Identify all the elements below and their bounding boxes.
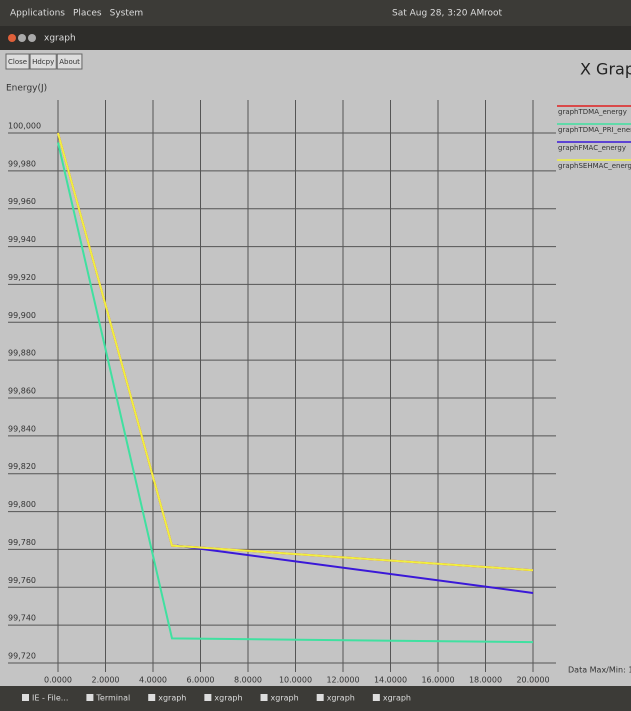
chart-title: X Graph — [580, 60, 631, 79]
task-icon — [372, 694, 380, 701]
x-tick-label: 10.0000 — [279, 676, 312, 685]
button[interactable] — [29, 53, 57, 70]
y-tick-label: 99,800 — [8, 500, 36, 509]
y-tick-label: 99,900 — [8, 311, 36, 320]
y-tick-label: 99,920 — [8, 273, 36, 282]
series-line — [176, 544, 534, 594]
x-tick-label: 4.0000 — [139, 676, 167, 685]
task-icon — [316, 694, 324, 701]
y-tick-label: 99,780 — [8, 538, 36, 547]
x-tick-label: 20.0000 — [516, 676, 549, 685]
user: root — [484, 9, 503, 19]
task-item[interactable]: IE - File... — [32, 694, 68, 703]
x-tick-label: 18.0000 — [469, 676, 502, 685]
clock: Sat Aug 28, 3:20 AM — [392, 9, 484, 19]
title-bar — [0, 26, 631, 50]
menu[interactable]: Applications — [10, 9, 65, 19]
legend-label: graphTDMA_PRI_energy — [558, 126, 631, 134]
y-tick-label: 99,960 — [8, 197, 36, 206]
x-tick-label: 0.0000 — [44, 676, 72, 685]
series-line — [57, 132, 534, 572]
task-item[interactable]: xgraph — [383, 694, 411, 703]
x-tick-label: 16.0000 — [421, 676, 454, 685]
series-line — [57, 142, 534, 644]
x-tick-label: 6.0000 — [187, 676, 215, 685]
task-item[interactable]: xgraph — [158, 694, 186, 703]
button[interactable] — [5, 53, 30, 70]
y-tick-label: 99,760 — [8, 576, 36, 585]
task-icon — [86, 694, 94, 701]
task-icon — [260, 694, 268, 701]
task-icon — [148, 694, 156, 701]
x-tick-label: 12.0000 — [326, 676, 359, 685]
button-label[interactable]: Close — [8, 58, 27, 66]
window-title: xgraph — [44, 34, 76, 44]
menu[interactable]: Places — [73, 9, 102, 19]
button-label[interactable]: About — [59, 58, 80, 66]
footer: Data Max/Min: 1.17 — [568, 666, 631, 675]
task-item[interactable]: xgraph — [327, 694, 355, 703]
y-tick-label: 99,980 — [8, 159, 36, 168]
y-tick-label: 99,840 — [8, 424, 36, 433]
task-item[interactable]: xgraph — [271, 694, 299, 703]
max-dot[interactable] — [28, 34, 36, 42]
y-tick-label: 99,860 — [8, 387, 36, 396]
legend-label: graphSEHMAC_energy — [558, 162, 631, 170]
y-tick-label: 99,940 — [8, 235, 36, 244]
y-tick-label: 99,880 — [8, 349, 36, 358]
close-dot[interactable] — [8, 34, 16, 42]
button[interactable] — [56, 53, 83, 70]
legend-label: graphFMAC_energy — [558, 144, 626, 152]
task-icon — [204, 694, 212, 701]
x-tick-label: 2.0000 — [92, 676, 120, 685]
x-tick-label: 8.0000 — [234, 676, 262, 685]
task-item[interactable]: Terminal — [95, 694, 130, 703]
min-dot[interactable] — [18, 34, 26, 42]
legend-label: graphTDMA_energy — [558, 108, 627, 116]
top-panel — [0, 0, 631, 26]
task-item[interactable]: xgraph — [214, 694, 242, 703]
menu[interactable]: System — [110, 9, 144, 19]
x-tick-label: 14.0000 — [374, 676, 407, 685]
y-tick-label: 100,000 — [8, 122, 41, 131]
taskbar — [0, 686, 631, 711]
y-tick-label: 99,740 — [8, 614, 36, 623]
task-icon — [22, 694, 29, 701]
y-axis-label: Energy(J) — [6, 84, 47, 94]
y-tick-label: 99,720 — [8, 652, 36, 661]
y-tick-label: 99,820 — [8, 462, 36, 471]
button-label[interactable]: Hdcpy — [32, 58, 54, 66]
